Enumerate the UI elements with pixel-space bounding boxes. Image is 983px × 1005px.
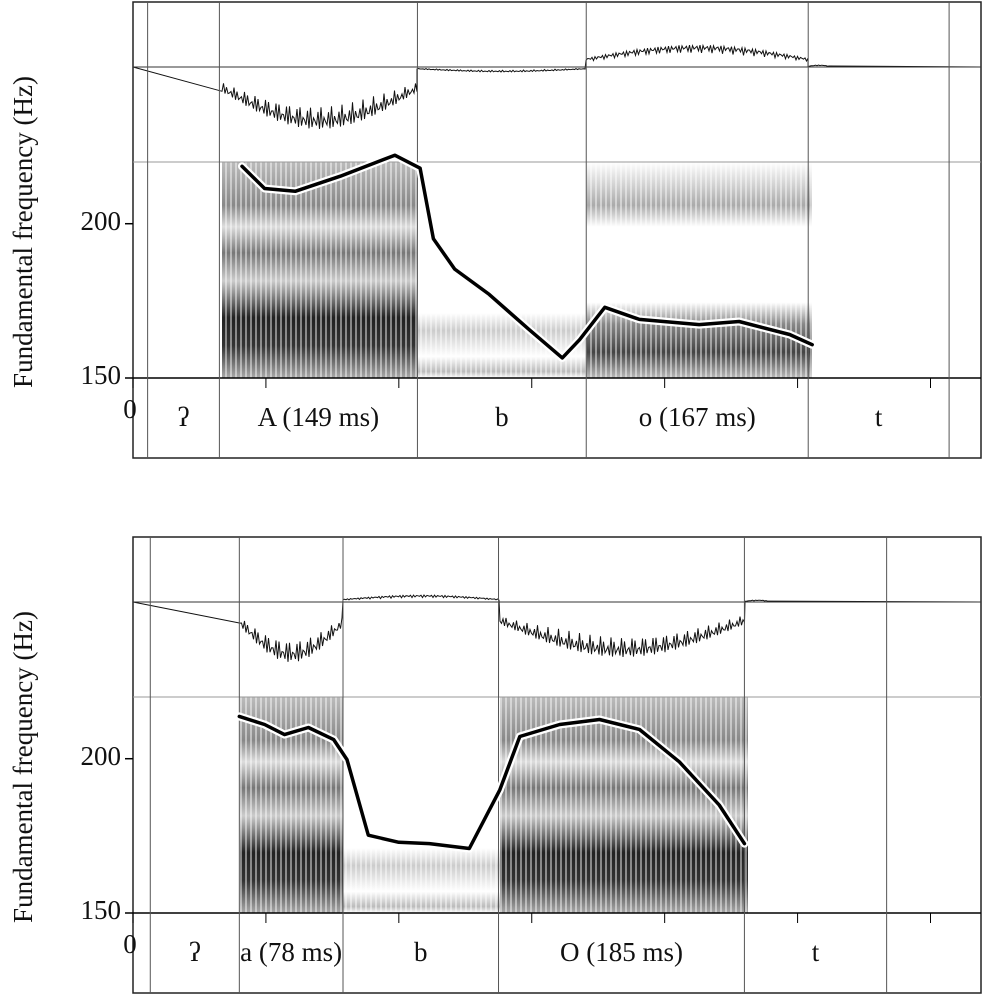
segment-label: b <box>414 937 428 967</box>
y-axis-title: Fundamental frequency (Hz) <box>8 76 38 388</box>
y-tick-label: 200 <box>81 741 122 771</box>
x-tick-label: 0 <box>123 929 137 959</box>
panel-frame <box>132 1 982 459</box>
waveform <box>132 594 982 662</box>
segment-label: o (167 ms) <box>639 402 756 432</box>
spectrogram-striations <box>417 162 586 378</box>
x-tick-label: 0 <box>123 394 137 424</box>
y-tick-label: 200 <box>81 206 122 236</box>
segment-label: ʔ <box>178 402 190 432</box>
panel: 150 200 0 Fundamental frequency (Hz) ʔ A (149… <box>8 1 982 459</box>
spectrogram-striations <box>222 162 417 378</box>
segment-label: a (78 ms) <box>240 937 342 967</box>
waveform <box>132 43 982 129</box>
segment-label: A (149 ms) <box>258 402 380 432</box>
y-tick-label: 150 <box>81 895 122 925</box>
spectrogram-striations <box>343 697 500 913</box>
segment-label: t <box>875 402 883 432</box>
y-tick-label: 150 <box>81 360 122 390</box>
panel-frame <box>132 536 982 994</box>
y-axis-title: Fundamental frequency (Hz) <box>8 611 38 923</box>
segment-label: b <box>495 402 509 432</box>
segment-label: ʔ <box>189 937 201 967</box>
spectrogram-striations <box>586 162 812 378</box>
f0-contour <box>237 714 747 851</box>
f0-contour <box>240 153 814 360</box>
segment-label: t <box>812 937 820 967</box>
panel: 150 200 0 Fundamental frequency (Hz) ʔ a (78 … <box>8 536 982 994</box>
segment-label: O (185 ms) <box>560 937 683 967</box>
